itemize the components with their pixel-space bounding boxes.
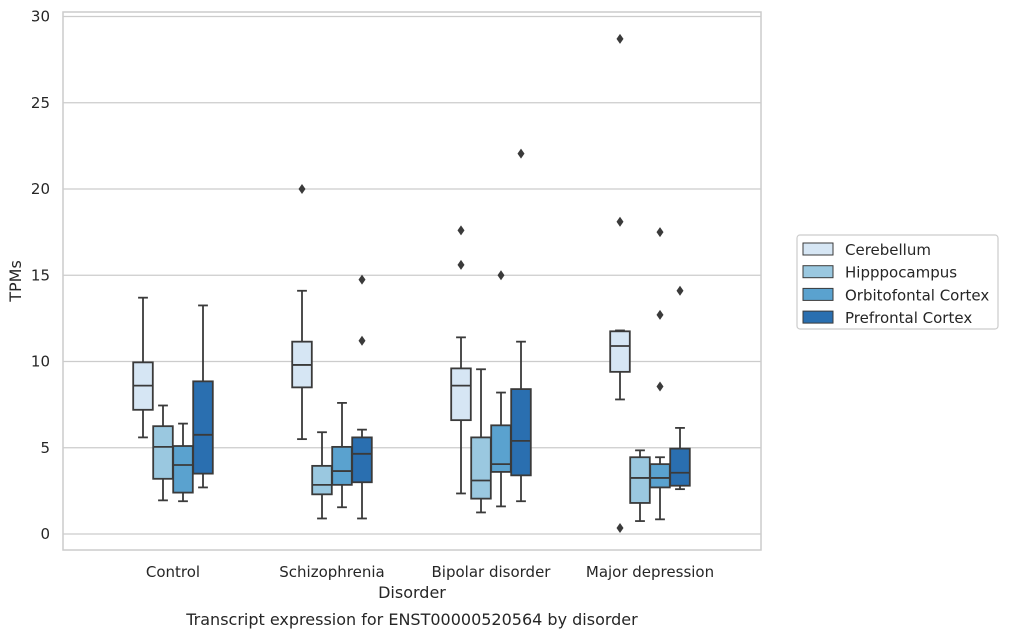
y-tick-label: 25 <box>31 94 50 112</box>
y-tick-label: 15 <box>31 266 50 284</box>
legend-label: Cerebellum <box>845 241 931 259</box>
box-body <box>351 436 373 484</box>
box-cerebellum <box>450 225 472 495</box>
outlier-point <box>616 33 624 44</box>
box-hipppocampus <box>311 431 333 520</box>
box-orbitofontal-cortex <box>331 401 353 509</box>
box-body <box>331 445 353 486</box>
outlier-point <box>656 381 664 392</box>
legend-swatch <box>802 265 834 279</box>
box-body <box>152 425 174 480</box>
box-hipppocampus <box>470 368 492 514</box>
legend-swatch <box>802 310 834 324</box>
outlier-point <box>616 522 624 533</box>
x-tick-label: Schizophrenia <box>279 563 384 581</box>
x-tick-label: Bipolar disorder <box>432 563 552 581</box>
outlier-point <box>457 259 465 270</box>
legend-label: Orbitofontal Cortex <box>845 286 989 304</box>
y-tick-label: 10 <box>31 353 50 371</box>
y-axis-label: TPMs <box>6 260 25 303</box>
box-hipppocampus <box>629 449 651 522</box>
y-tick-label: 20 <box>31 180 50 198</box>
legend-label: Hipppocampus <box>845 264 957 282</box>
box-body <box>311 464 333 496</box>
box-body <box>172 445 194 494</box>
outlier-point <box>517 148 525 159</box>
box-body <box>470 436 492 500</box>
legend-box <box>796 234 999 330</box>
box-body <box>450 367 472 422</box>
box-prefrontal-cortex <box>510 148 532 503</box>
box-groups <box>132 33 691 533</box>
outlier-point <box>497 270 505 281</box>
box-orbitofontal-cortex <box>490 270 512 508</box>
y-tick-label: 0 <box>40 525 50 543</box>
x-axis-label: Disorder <box>378 583 446 602</box>
outlier-point <box>457 225 465 236</box>
box-body <box>649 463 671 489</box>
outlier-point <box>656 309 664 320</box>
chart-caption: Transcript expression for ENST0000052056… <box>185 610 638 629</box>
box-prefrontal-cortex <box>192 304 214 489</box>
box-body <box>510 388 532 477</box>
plot-frame <box>62 11 762 551</box>
box-cerebellum <box>609 33 631 533</box>
x-tick-label: Control <box>146 563 200 581</box>
box-body <box>629 456 651 504</box>
box-body <box>609 330 631 373</box>
legend: Cerebellum Hipppocampus Orbitofontal Corte… <box>796 234 999 330</box>
box-prefrontal-cortex <box>351 274 373 520</box>
box-cerebellum <box>132 296 154 439</box>
x-tick-label: Major depression <box>586 563 714 581</box>
box-body <box>192 380 214 475</box>
y-tick-label: 5 <box>40 439 50 457</box>
legend-label: Prefrontal Cortex <box>845 309 972 327</box>
outlier-point <box>676 285 684 296</box>
outlier-point <box>616 216 624 227</box>
legend-swatch <box>802 242 834 256</box>
box-orbitofontal-cortex <box>172 422 194 503</box>
legend-swatch <box>802 287 834 301</box>
outlier-point <box>656 227 664 238</box>
outlier-point <box>358 274 366 285</box>
y-axis-ticks: 0 5 10 15 20 25 30 <box>31 8 50 544</box>
box-cerebellum <box>291 184 313 441</box>
outlier-point <box>298 184 306 194</box>
x-axis-ticks: Control Schizophrenia Bipolar disorder Majo… <box>146 563 714 581</box>
outlier-point <box>358 335 366 346</box>
box-orbitofontal-cortex <box>649 227 671 521</box>
y-tick-label: 30 <box>31 8 50 26</box>
box-body <box>669 447 691 487</box>
box-hipppocampus <box>152 404 174 502</box>
box-prefrontal-cortex <box>669 285 691 491</box>
